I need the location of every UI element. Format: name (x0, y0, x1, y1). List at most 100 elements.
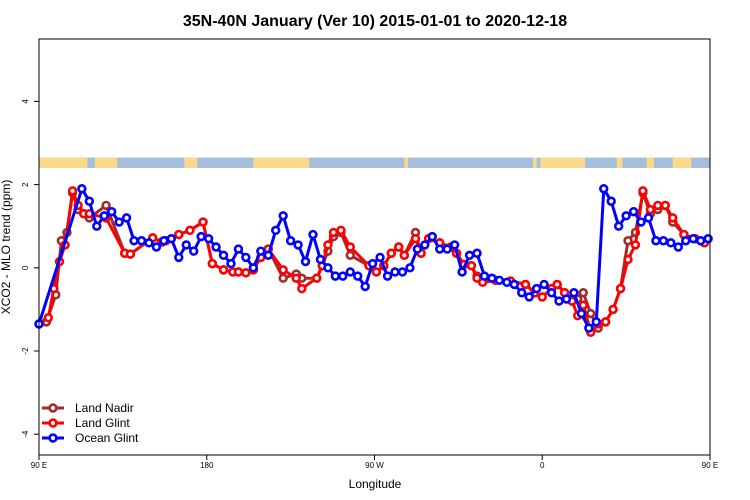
land-glint-point (323, 240, 333, 250)
ocean-glint-point (576, 308, 587, 319)
ocean-glint-point (300, 256, 311, 267)
ocean-glint-point (263, 250, 273, 261)
land-glint-point (466, 261, 477, 271)
land-glint-point (328, 227, 339, 238)
land-glint-point (608, 304, 618, 315)
ocean-glint-point (390, 267, 400, 277)
land-glint-point (198, 217, 208, 227)
ocean-glint-point (174, 252, 184, 263)
ocean-glint-point (367, 258, 378, 269)
land-nadir-point (623, 236, 633, 246)
land-glint-point (218, 265, 229, 275)
land-nadir-point (101, 200, 111, 211)
ocean-glint-point (189, 246, 199, 256)
y-tick-label: 2 (21, 182, 30, 187)
land-glint-point (297, 283, 307, 294)
land-glint-point (371, 267, 382, 277)
land-nadir-legend-label: Land Nadir (75, 401, 134, 415)
land-ocean-mask (39, 157, 710, 168)
ocean-glint-point (166, 233, 177, 244)
land-glint-legend-marker (48, 418, 58, 428)
land-segment (646, 157, 655, 168)
ocean-glint-point (345, 267, 355, 277)
land-segment (253, 157, 310, 168)
land-glint-point (537, 292, 547, 302)
ocean-glint-point (517, 288, 527, 298)
ocean-glint-point (599, 184, 609, 194)
ocean-glint-point (487, 273, 497, 283)
land-glint-point (399, 250, 410, 261)
y-tick-label: 0 (21, 265, 30, 270)
x-tick-label: 90 E (31, 461, 47, 470)
ocean-glint-point (338, 271, 348, 281)
ocean-glint-point (584, 323, 594, 333)
ocean-glint-point (464, 250, 475, 261)
ocean-glint-point (375, 252, 385, 263)
ocean-glint-point (92, 221, 102, 231)
land-glint-point (645, 204, 656, 215)
ocean-glint-point (643, 213, 654, 223)
land-glint-point (578, 300, 588, 310)
ocean-glint-point (479, 271, 490, 281)
ocean-glint-point (442, 244, 452, 254)
ocean-glint-point (293, 240, 303, 250)
land-nadir-legend-marker (48, 403, 58, 413)
land-glint-point (630, 240, 641, 250)
land-glint-point (623, 254, 633, 265)
ocean-glint-point (271, 225, 281, 236)
ocean-glint-series (34, 184, 713, 333)
ocean-glint-point (77, 184, 87, 194)
ocean-glint-point (666, 238, 676, 248)
x-axis: 90 E 180 90 W 0 90 E (31, 455, 718, 470)
ocean-glint-point (703, 233, 713, 244)
y-axis-label: XCO2 - MLO trend (ppm) (0, 180, 13, 315)
ocean-glint-line (37, 187, 709, 330)
chart-title: 35N-40N January (Ver 10) 2015-01-01 to 2… (183, 13, 567, 30)
ocean-glint-point (218, 250, 229, 261)
series-layer (34, 184, 713, 337)
ocean-glint-point (382, 271, 393, 281)
land-glint-point (241, 268, 251, 278)
ocean-glint-point (502, 277, 512, 288)
land-segment (39, 157, 88, 168)
ocean-glint-point (613, 221, 624, 231)
ocean-glint-point (144, 238, 154, 248)
land-segment (94, 157, 118, 168)
ocean-glint-point (427, 231, 437, 242)
ocean-glint-point (211, 242, 221, 252)
ocean-glint-point (636, 217, 646, 227)
ocean-glint-point (695, 236, 706, 246)
ocean-glint-point (628, 206, 639, 217)
ocean-glint-point (554, 296, 564, 306)
x-tick-label: 0 (540, 461, 545, 470)
land-segment (532, 157, 537, 168)
land-glint-point (233, 267, 244, 277)
ocean-glint-point (196, 231, 206, 242)
land-glint-point (600, 317, 611, 327)
land-glint-point (615, 283, 626, 294)
ocean-glint-point (524, 292, 534, 302)
ocean-strip (39, 157, 710, 168)
ocean-glint-point (435, 244, 445, 254)
ocean-glint-point (621, 211, 631, 221)
x-axis-label: Longitude (349, 477, 402, 491)
ocean-glint-point (353, 271, 363, 281)
land-glint-point (278, 265, 288, 275)
land-glint-point (336, 225, 346, 236)
ocean-glint-point (241, 252, 251, 263)
ocean-glint-point (673, 242, 684, 252)
ocean-glint-point (285, 236, 296, 246)
ocean-glint-point (539, 279, 549, 290)
land-glint-point (67, 186, 78, 196)
land-glint-point (660, 200, 670, 211)
ocean-glint-point (121, 213, 132, 223)
x-tick-label: 180 (200, 461, 214, 470)
land-nadir-point (586, 308, 596, 319)
land-glint-point (185, 225, 195, 236)
land-glint-point (394, 242, 404, 252)
land-glint-legend-label: Land Glint (75, 416, 130, 430)
ocean-glint-point (405, 263, 415, 273)
y-tick-label: -2 (21, 347, 30, 355)
ocean-glint-point (308, 229, 318, 240)
